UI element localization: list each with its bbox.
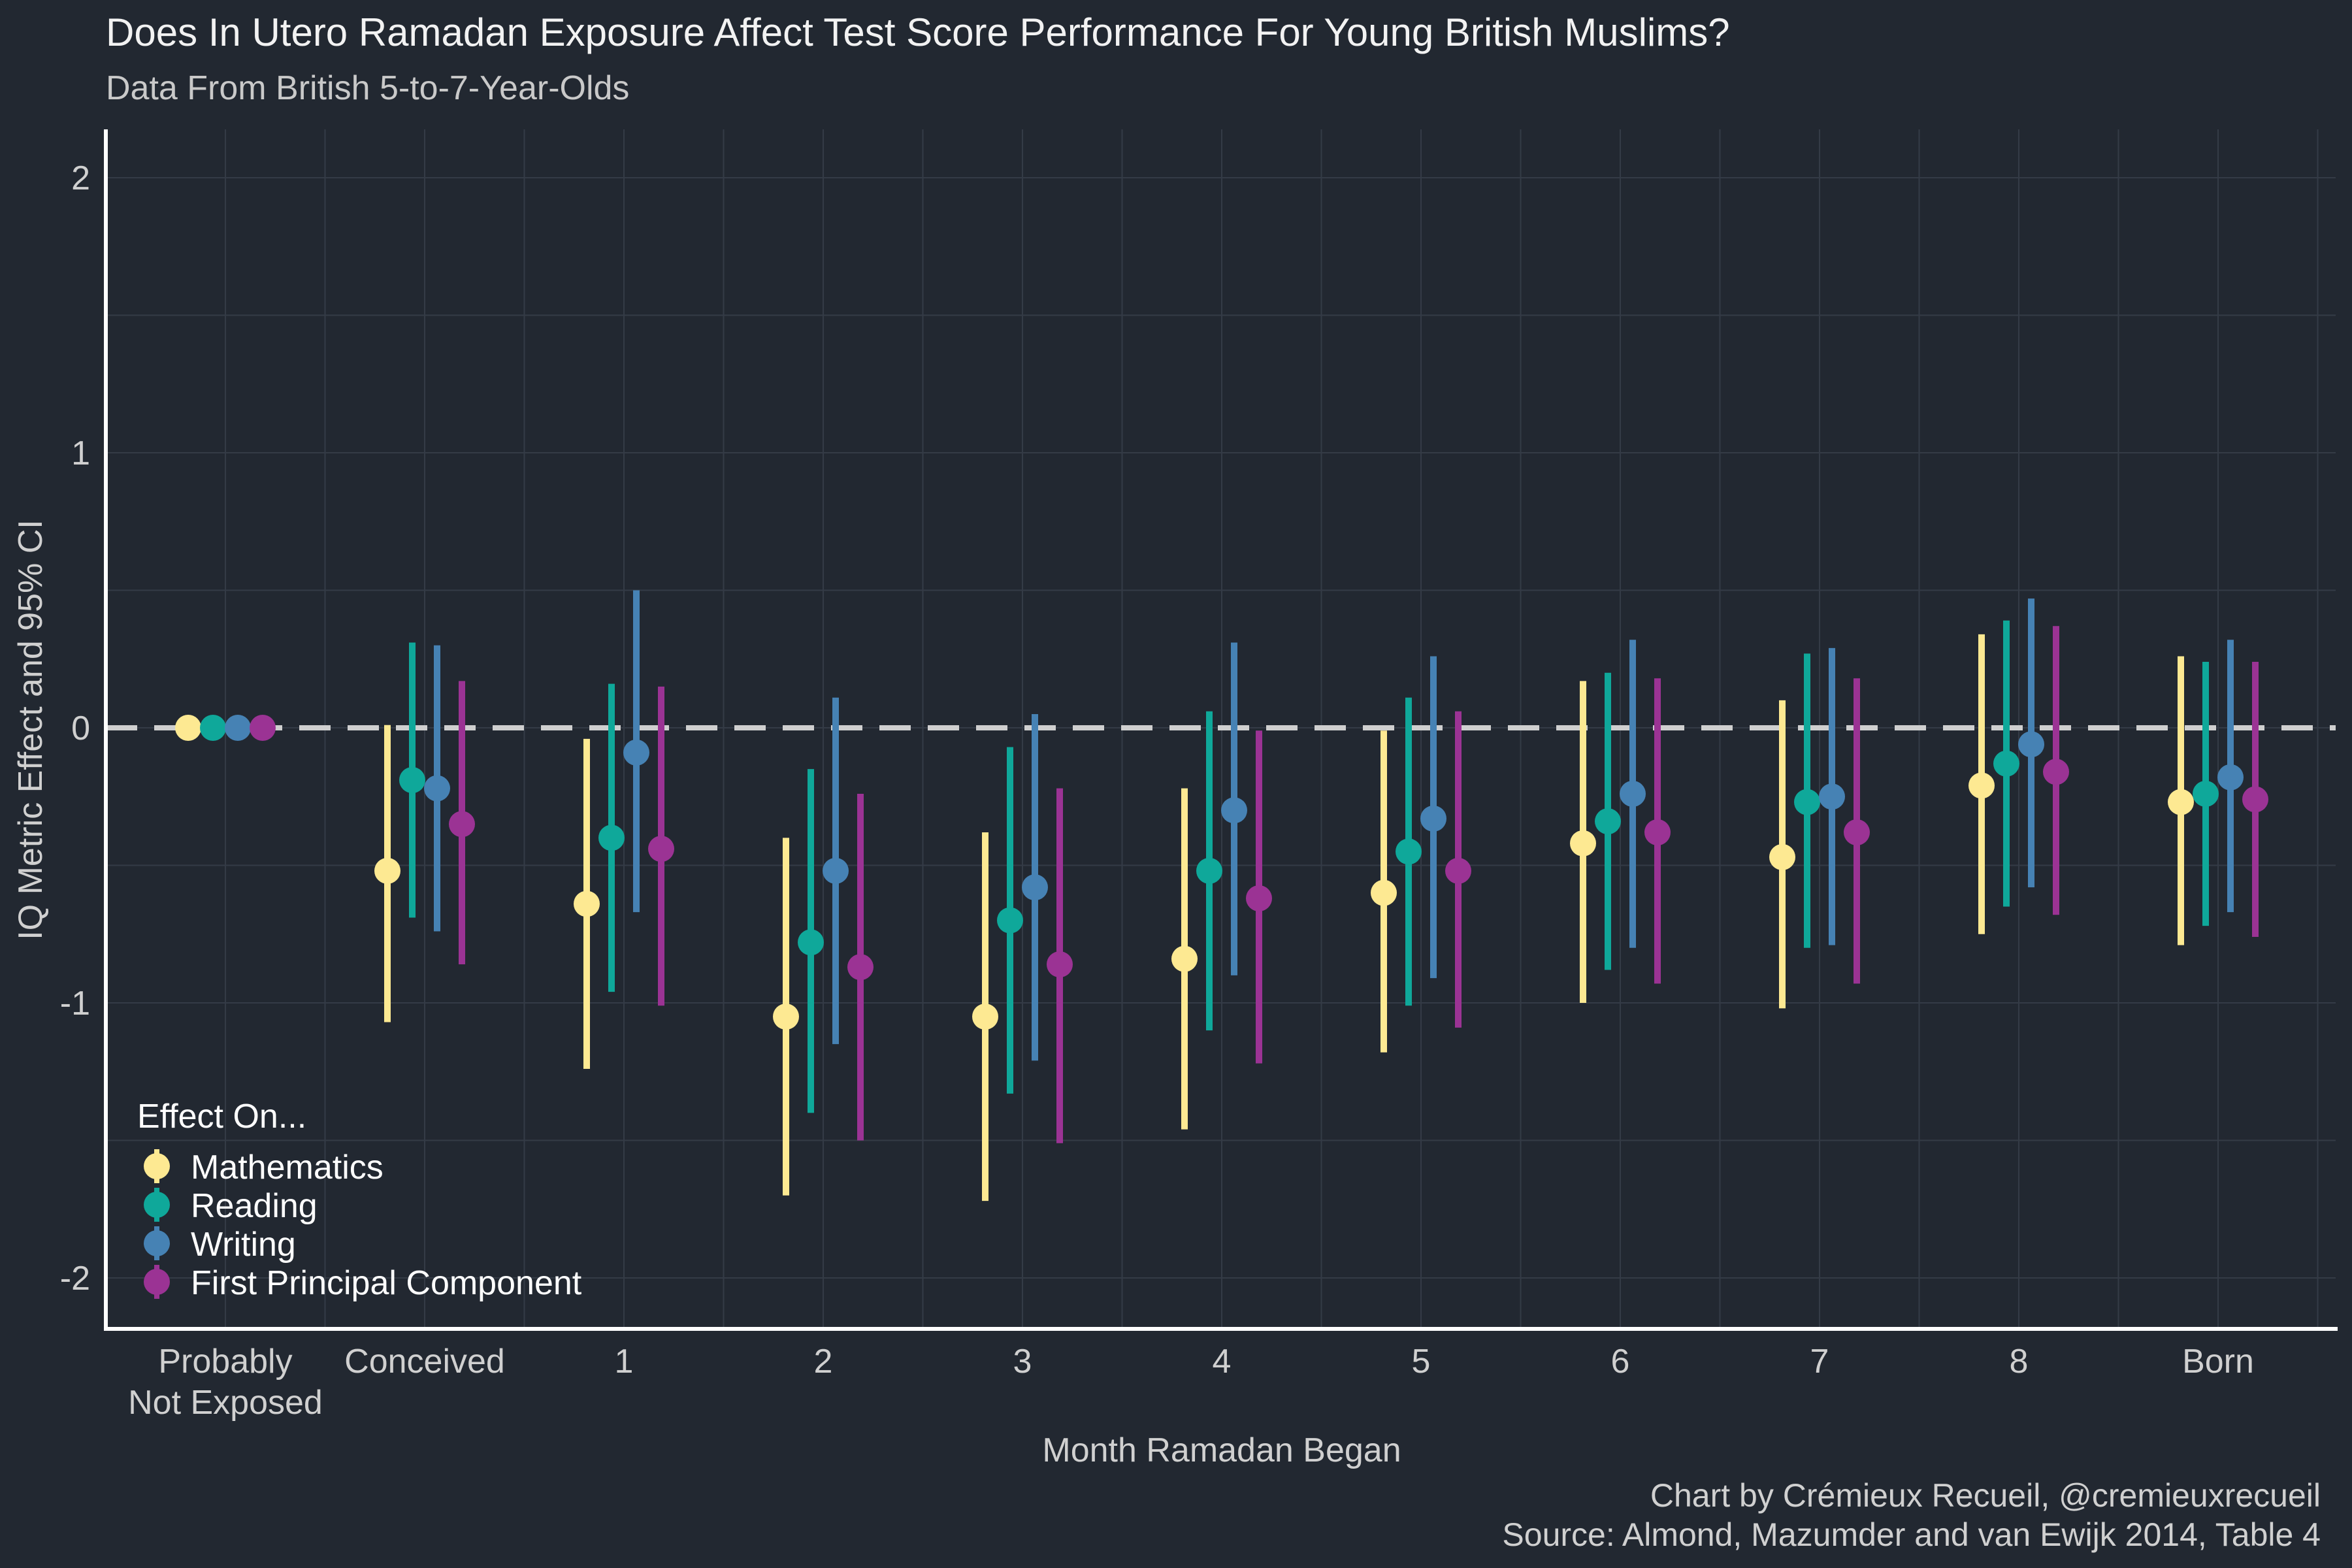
data-point [374, 857, 400, 884]
data-point [2242, 786, 2268, 813]
x-tick-label: 1 [615, 1343, 634, 1380]
legend-key-dot [144, 1230, 170, 1256]
data-point [175, 715, 201, 741]
data-point [1794, 789, 1820, 815]
data-point [1968, 772, 1995, 799]
data-point [1445, 857, 1471, 884]
data-point [823, 857, 849, 884]
data-point [598, 825, 625, 851]
point-estimates [175, 715, 2268, 1030]
x-tick-label: Probably [158, 1343, 292, 1380]
data-point [200, 715, 226, 741]
y-axis-title: IQ Metric Effect and 95% CI [12, 519, 50, 940]
data-point [2193, 781, 2219, 808]
data-point [449, 811, 475, 838]
data-point [1595, 808, 1621, 835]
data-point [1221, 797, 1247, 824]
data-point [250, 715, 276, 741]
x-tick-label: 5 [1412, 1343, 1431, 1380]
data-point [847, 954, 874, 981]
data-point [623, 739, 649, 766]
y-tick-labels: 2 1 0 -1 -2 [60, 159, 90, 1298]
x-tick-label: 4 [1213, 1343, 1232, 1380]
data-point [1371, 879, 1397, 906]
data-point [574, 890, 600, 917]
y-tick-label: 1 [71, 434, 90, 472]
data-point [773, 1004, 799, 1030]
data-point [1420, 805, 1446, 832]
legend-key-dot [144, 1153, 170, 1179]
data-point [225, 715, 251, 741]
y-tick-label: -2 [60, 1260, 90, 1298]
x-tick-label: 8 [2010, 1343, 2029, 1380]
data-point [2018, 731, 2044, 758]
data-point [1246, 885, 1272, 912]
data-point [2217, 764, 2244, 791]
data-point [2043, 759, 2069, 785]
chart-title: Does In Utero Ramadan Exposure Affect Te… [106, 10, 1730, 54]
chart-source: Source: Almond, Mazumder and van Ewijk 2… [1502, 1516, 2321, 1553]
legend-item-label: First Principal Component [191, 1264, 582, 1302]
data-point [972, 1004, 998, 1030]
legend: Effect On... MathematicsReadingWritingFi… [137, 1098, 582, 1302]
data-point [997, 907, 1023, 934]
data-point [1047, 951, 1073, 978]
x-tick-label: 3 [1013, 1343, 1032, 1380]
legend-item-label: Mathematics [191, 1149, 384, 1186]
data-point [424, 775, 450, 802]
x-tick-labels: Probably Not Exposed Conceived 1 2 3 4 5 6 7 8 Born [128, 1343, 2254, 1422]
data-point [648, 836, 674, 862]
legend-key-dot [144, 1192, 170, 1218]
data-point [1620, 781, 1646, 808]
data-point [1570, 830, 1596, 857]
x-tick-label: 7 [1810, 1343, 1829, 1380]
data-point [1819, 783, 1845, 810]
data-point [1022, 874, 1048, 901]
legend-item-label: Reading [191, 1187, 318, 1225]
legend-item-label: Writing [191, 1226, 296, 1264]
data-point [399, 766, 425, 793]
data-point [1993, 750, 2019, 777]
y-tick-label: 2 [71, 159, 90, 197]
data-point [798, 929, 824, 956]
data-point [1769, 843, 1795, 870]
y-tick-label: -1 [60, 985, 90, 1022]
x-tick-label: Conceived [344, 1343, 505, 1380]
data-point [1196, 857, 1222, 884]
x-tick-label: Not Exposed [128, 1384, 323, 1422]
chart-subtitle: Data From British 5-to-7-Year-Olds [106, 69, 629, 107]
data-point [1396, 838, 1422, 865]
x-tick-label: 2 [814, 1343, 833, 1380]
data-point [1644, 819, 1671, 845]
legend-title: Effect On... [137, 1098, 306, 1135]
x-axis-title: Month Ramadan Began [1042, 1431, 1401, 1469]
y-tick-label: 0 [71, 710, 90, 747]
data-point [1844, 819, 1870, 845]
data-point [1171, 945, 1198, 972]
chart-credit: Chart by Crémieux Recueil, @cremieuxrecu… [1650, 1477, 2321, 1514]
legend-key-dot [144, 1269, 170, 1295]
x-tick-label: Born [2182, 1343, 2254, 1380]
data-point [2168, 789, 2194, 815]
x-tick-label: 6 [1611, 1343, 1630, 1380]
